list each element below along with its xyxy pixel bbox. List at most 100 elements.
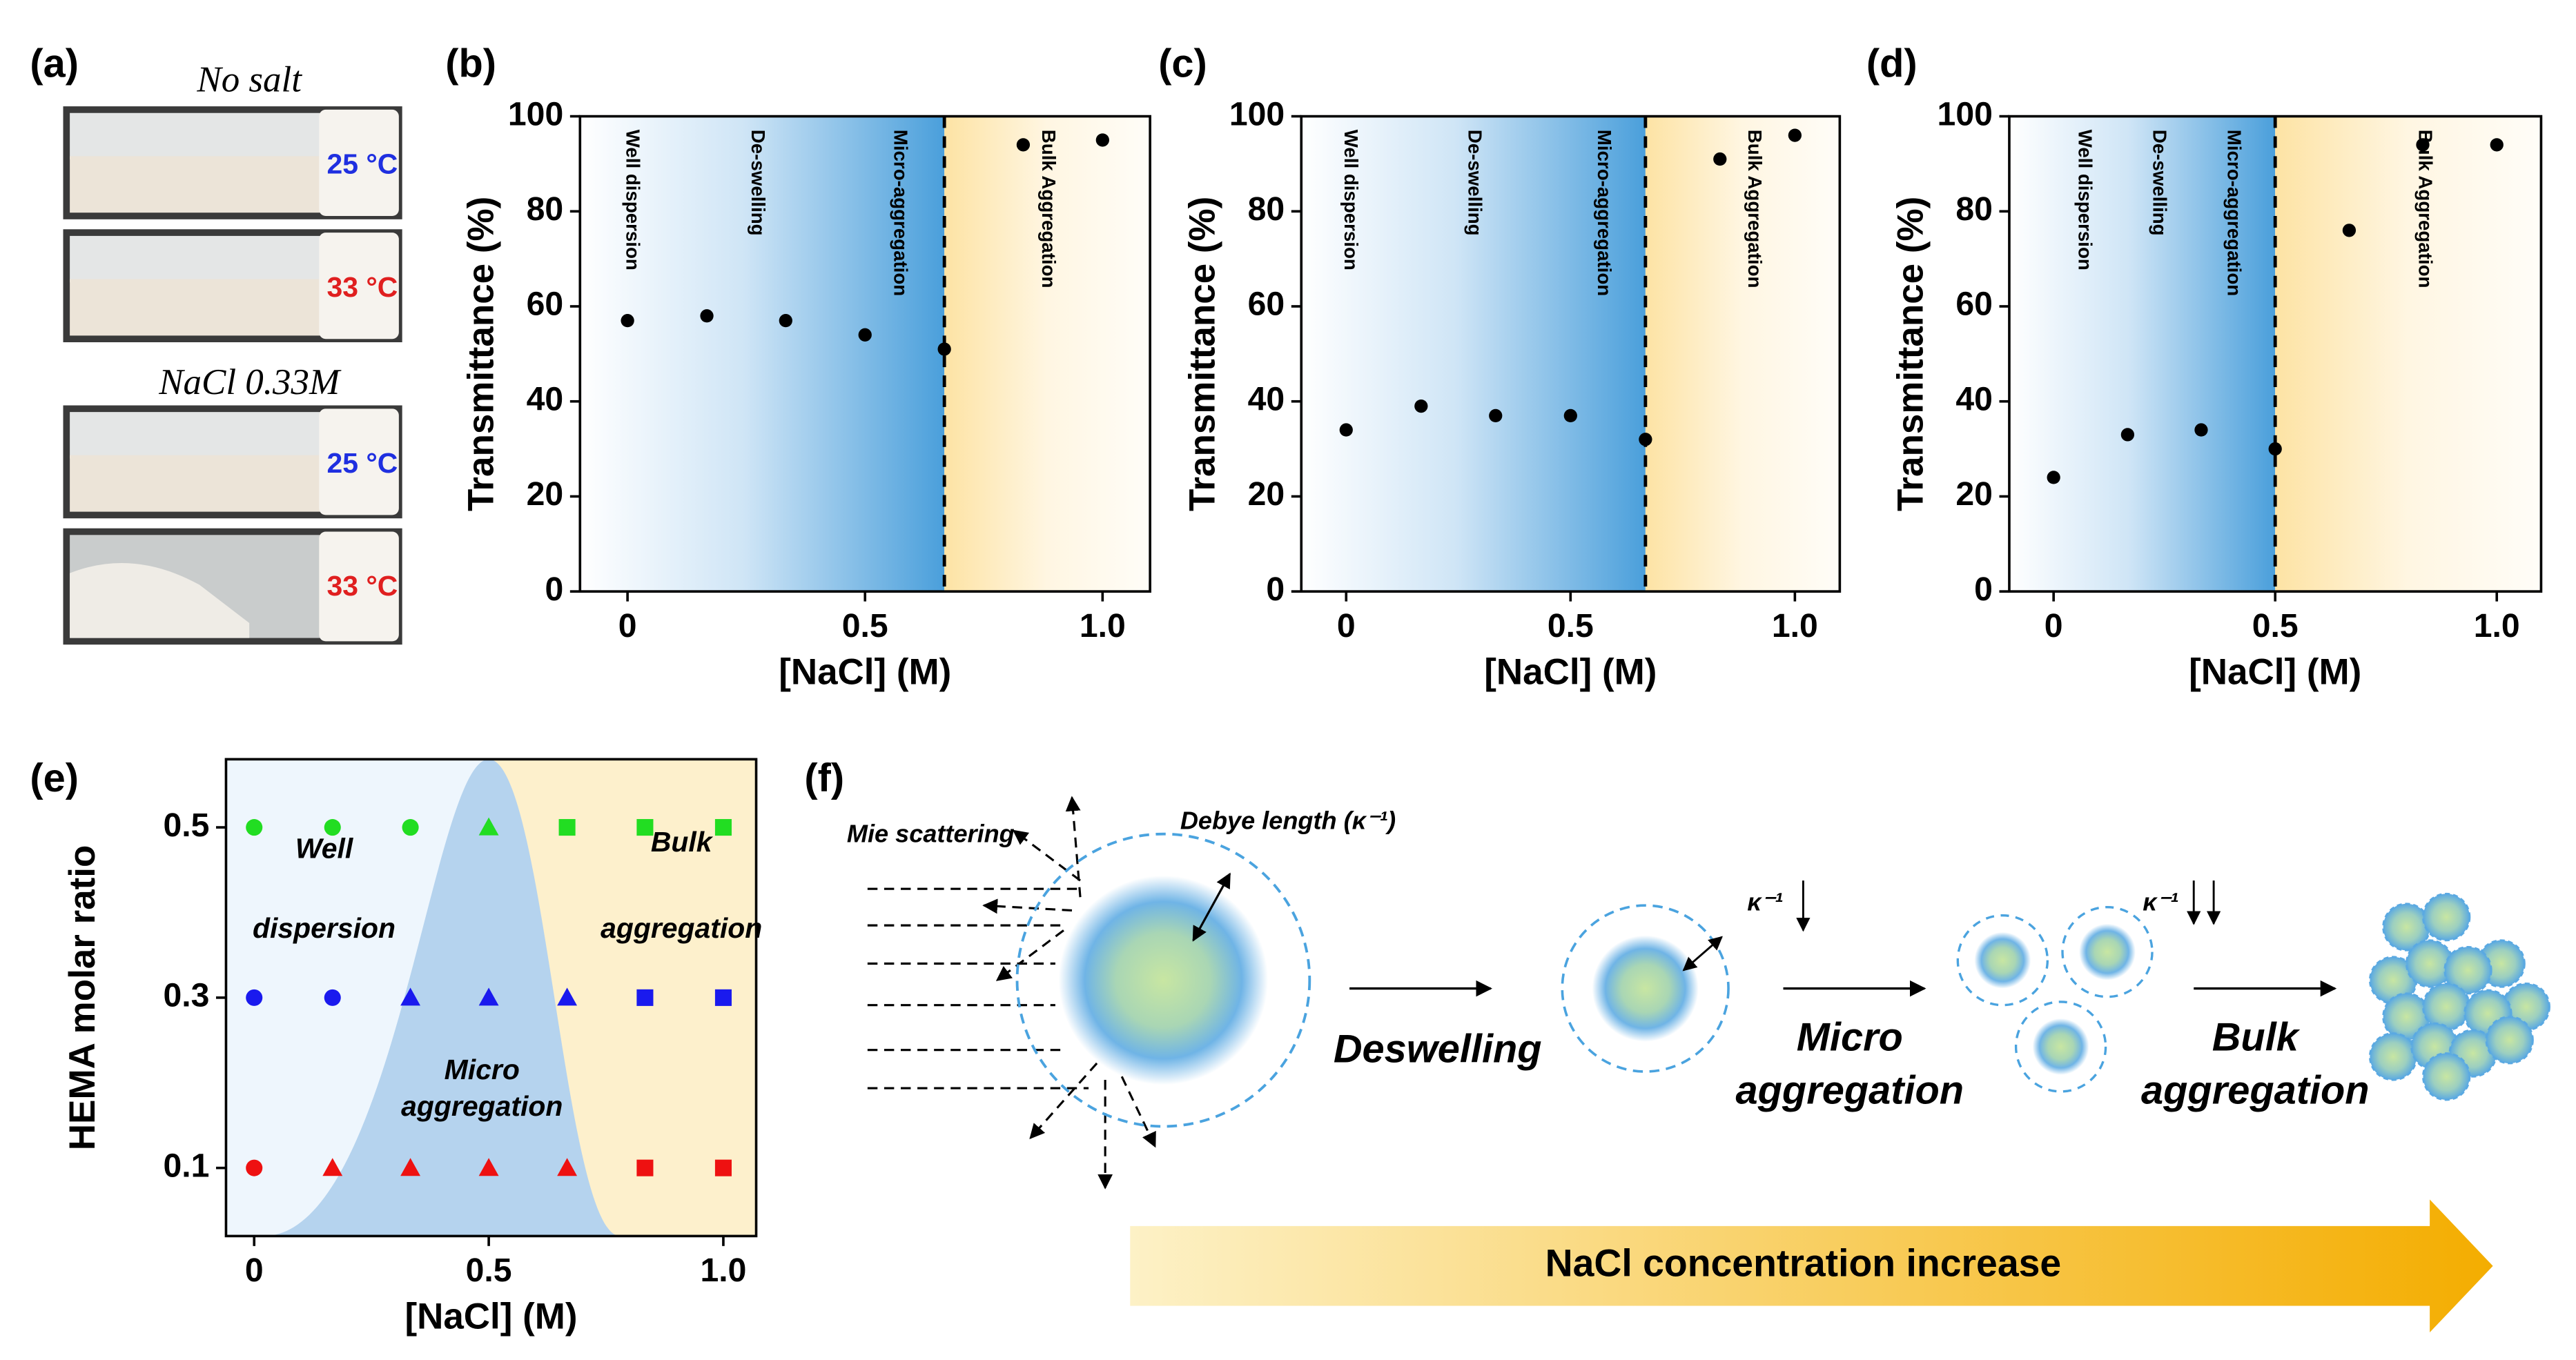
micro-aggregates (1956, 905, 2154, 1093)
point (714, 819, 732, 836)
region-label: Well (295, 833, 354, 865)
point (2416, 138, 2430, 152)
region-label: aggregation (601, 912, 762, 944)
debye-shell (1561, 904, 1730, 1073)
vial (63, 528, 402, 645)
x-tick-label: 1.0 (2474, 607, 2520, 644)
point (324, 819, 341, 836)
arrow-label: NaCl concentration increase (1545, 1241, 2062, 1284)
caption: No salt (196, 60, 302, 100)
point (246, 989, 263, 1006)
y-axis-label: Transmittance (%) (1890, 197, 1931, 511)
light-rays (867, 796, 1156, 1190)
point (621, 314, 634, 328)
point (1713, 152, 1727, 166)
region-background (263, 759, 621, 1236)
stage-label: Bulk (2212, 1016, 2301, 1060)
x-tick-label: 0.5 (466, 1252, 512, 1289)
y-tick-label: 100 (1938, 95, 1993, 132)
region-label: Micro-aggregation (890, 130, 911, 296)
y-tick-label: 0.1 (163, 1147, 209, 1184)
y-tick-label: 0.5 (163, 807, 209, 844)
y-tick-label: 0 (1266, 571, 1285, 608)
point (2490, 138, 2504, 152)
x-tick-label: 1.0 (1772, 607, 1818, 644)
point (324, 989, 341, 1006)
stage-label: aggregation (1736, 1069, 1964, 1113)
stage-label: Deswelling (1334, 1027, 1542, 1071)
panel-a: (a) No salt NaCl 0.33M 25 °C 33 (30, 42, 402, 645)
x-tick-label: 0 (1337, 607, 1356, 644)
stage-label: Micro (1797, 1016, 1903, 1060)
y-tick-label: 80 (527, 190, 564, 228)
point (400, 987, 421, 1006)
point (636, 819, 654, 836)
point (1639, 433, 1652, 446)
point (2268, 442, 2282, 456)
point (557, 1158, 578, 1176)
temperature: 33 °C (326, 570, 398, 602)
region-label: aggregation (401, 1090, 563, 1122)
y-tick-label: 40 (1248, 380, 1285, 417)
point (402, 819, 419, 836)
point (714, 1159, 732, 1176)
panel-f: (f) (804, 756, 2550, 1333)
x-tick-label: 0.5 (842, 607, 888, 644)
y-tick-label: 60 (1955, 286, 1993, 323)
point (478, 817, 499, 836)
region-label: Bulk Aggregation (1038, 130, 1060, 288)
region-background (1645, 116, 1840, 592)
plot-frame (224, 758, 758, 1238)
y-tick-label: 0 (545, 571, 563, 608)
region-label: De-swelling (748, 130, 769, 236)
vial (63, 229, 402, 343)
point (1095, 133, 1109, 147)
chart: Well dispersion Micro aggregation Bulk aggreg… (30, 756, 762, 1337)
debye-arrow (1192, 872, 1231, 942)
point (1563, 408, 1577, 423)
region-background (2275, 116, 2541, 592)
region-label: De-swelling (1465, 130, 1486, 236)
region-background (2009, 116, 2276, 592)
chart: Well dispersion De-swelling Micro-aggregat… (445, 42, 1151, 693)
region-label: dispersion (253, 912, 396, 944)
y-tick-label: 80 (1955, 190, 1993, 228)
x-axis-label: [NaCl] (M) (1484, 652, 1657, 693)
particle (1592, 935, 1699, 1042)
point (478, 987, 499, 1006)
point (779, 314, 792, 328)
point (2120, 428, 2135, 442)
point (1489, 408, 1503, 423)
region-label: De-swelling (2149, 130, 2170, 236)
point (558, 819, 576, 836)
y-tick-label: 100 (508, 95, 563, 132)
plot-frame (2008, 115, 2543, 593)
y-tick-label: 40 (527, 380, 564, 417)
point (1339, 423, 1353, 437)
y-tick-label: 60 (527, 286, 564, 323)
panel-label: (b) (445, 42, 496, 86)
point (858, 328, 872, 342)
annotation: κ⁻¹ (1747, 887, 1783, 916)
temperature: 25 °C (326, 148, 398, 180)
point (478, 1158, 499, 1176)
point (714, 989, 732, 1006)
x-axis-label: [NaCl] (M) (779, 652, 951, 693)
stage-label: aggregation (2141, 1069, 2370, 1113)
x-tick-label: 0 (245, 1252, 264, 1289)
y-tick-label: 100 (1229, 95, 1285, 132)
y-tick-label: 20 (1248, 475, 1285, 513)
point (2047, 471, 2060, 484)
plot-frame (578, 115, 1151, 593)
panel-label: (f) (804, 756, 844, 800)
chart: Well dispersion De-swelling Micro-aggregat… (1158, 42, 1842, 693)
point (636, 1159, 654, 1176)
y-tick-label: 0.3 (163, 977, 209, 1014)
region-label: Well dispersion (1340, 130, 1362, 270)
point (2194, 423, 2208, 437)
panel-label: (e) (30, 756, 79, 800)
y-tick-label: 20 (1955, 475, 1993, 513)
region-label: Micro-aggregation (1594, 130, 1615, 296)
panel-label: (d) (1866, 42, 1918, 86)
annotation: κ⁻¹ (2143, 887, 2178, 916)
